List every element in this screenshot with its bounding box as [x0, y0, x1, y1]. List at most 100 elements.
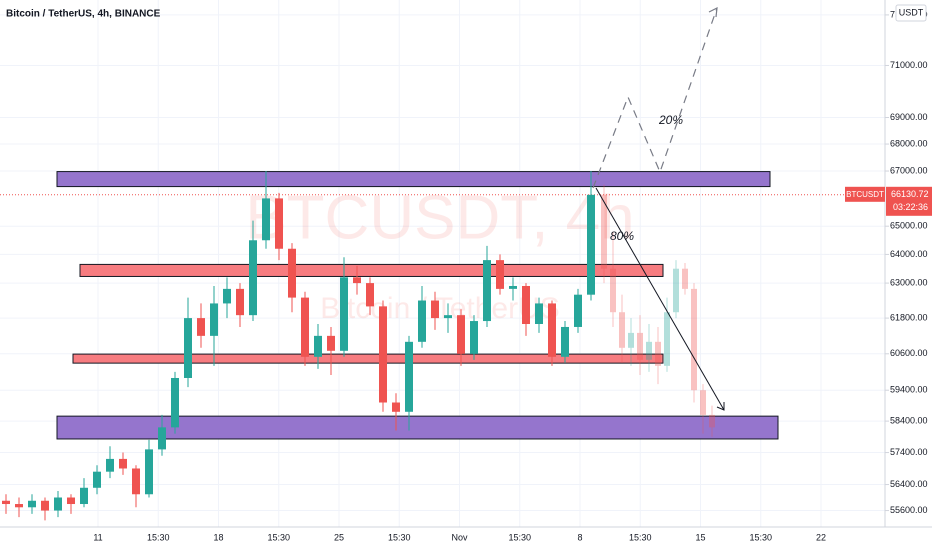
candle-body	[637, 332, 643, 360]
candle-body	[28, 500, 36, 508]
watermark-subtitle: Bitcoin / TetherUS	[320, 292, 560, 325]
y-tick-label: 61800.00	[890, 312, 928, 322]
candle-body	[353, 277, 361, 284]
y-tick-label: 64000.00	[890, 249, 928, 259]
candle-body	[535, 303, 543, 325]
x-tick-label: 25	[334, 532, 344, 542]
y-tick-label: 69000.00	[890, 112, 928, 122]
candle-body	[327, 335, 335, 351]
annotation: 80%	[610, 229, 634, 243]
chart-title: Bitcoin / TetherUS, 4h, BINANCE	[6, 9, 161, 20]
last-price-label: 66130.72	[891, 189, 929, 199]
candle	[275, 192, 283, 261]
candle	[619, 294, 625, 363]
candle	[709, 405, 715, 437]
candle-body	[184, 318, 192, 378]
x-tick-label: 15:30	[147, 532, 170, 542]
candle-body	[655, 341, 661, 366]
candle	[262, 171, 270, 249]
candle	[691, 283, 697, 403]
x-tick-label: 15:30	[508, 532, 531, 542]
bear-arrow	[595, 187, 725, 411]
price-axis	[885, 0, 932, 550]
candle	[158, 414, 166, 456]
candle	[327, 326, 335, 375]
candle-body	[601, 194, 607, 269]
candle-body	[366, 283, 374, 307]
candle	[106, 446, 114, 479]
candle-body	[628, 332, 634, 348]
annotation: 20%	[658, 113, 683, 127]
candle	[418, 285, 426, 348]
candle	[301, 291, 309, 366]
candle-body	[210, 303, 218, 336]
candle	[561, 321, 569, 363]
candle-body	[106, 458, 114, 472]
candle	[340, 257, 348, 357]
candle-body	[587, 194, 595, 295]
candle-body	[682, 268, 688, 289]
x-tick-label: 11	[93, 532, 102, 542]
x-tick-label: 15	[695, 532, 705, 542]
candle-body	[646, 341, 652, 360]
watermark: BTCUSDT, 4h	[245, 183, 634, 252]
candle-body	[145, 449, 153, 495]
candle-body	[392, 402, 400, 412]
candle	[314, 324, 322, 369]
candle	[210, 285, 218, 366]
candle-body	[158, 427, 166, 450]
candle-body	[619, 312, 625, 348]
symbol-badge	[845, 186, 885, 202]
x-tick-label: 15:30	[749, 532, 772, 542]
candle-body	[470, 321, 478, 354]
candle	[405, 335, 413, 431]
candle	[470, 315, 478, 360]
candle	[366, 277, 374, 316]
candle	[457, 309, 465, 366]
candle-body	[197, 318, 205, 336]
candle-body	[522, 285, 530, 325]
x-tick-label: 15:30	[267, 532, 290, 542]
zone	[72, 353, 664, 364]
candle	[509, 277, 517, 301]
candle	[431, 291, 439, 330]
candle	[80, 478, 88, 508]
candle-body	[119, 458, 127, 469]
candle-body	[610, 268, 616, 313]
candle	[145, 439, 153, 498]
candle-body	[223, 288, 231, 304]
y-tick-label: 71000.00	[890, 60, 928, 70]
x-tick-label: Nov	[451, 532, 468, 542]
candle	[54, 491, 62, 518]
y-tick-label: 55600.00	[890, 505, 928, 515]
candle-body	[15, 504, 23, 508]
y-tick-label: 60600.00	[890, 348, 928, 358]
candle-body	[700, 390, 706, 415]
candle	[249, 220, 257, 322]
zone	[56, 171, 771, 188]
candle-body	[405, 341, 413, 412]
candle	[379, 300, 387, 412]
arrow-head	[716, 402, 725, 411]
currency-badge[interactable]	[895, 4, 927, 22]
candle	[522, 283, 530, 336]
candle	[41, 497, 49, 521]
candle	[15, 497, 23, 518]
candle	[628, 318, 634, 366]
candle-body	[664, 312, 670, 366]
candle	[496, 254, 504, 295]
candle-body	[496, 260, 504, 289]
candle	[574, 288, 582, 333]
candle	[132, 465, 140, 508]
candle	[655, 326, 661, 385]
candle-body	[314, 335, 322, 357]
candle	[197, 303, 205, 348]
candle-body	[691, 288, 697, 391]
x-tick-label: 22	[816, 532, 826, 542]
zone	[56, 415, 779, 440]
candle-body	[80, 487, 88, 505]
x-tick-label: 15:30	[388, 532, 411, 542]
candle-body	[262, 198, 270, 241]
symbol-label: BTCUSDT	[846, 190, 884, 199]
